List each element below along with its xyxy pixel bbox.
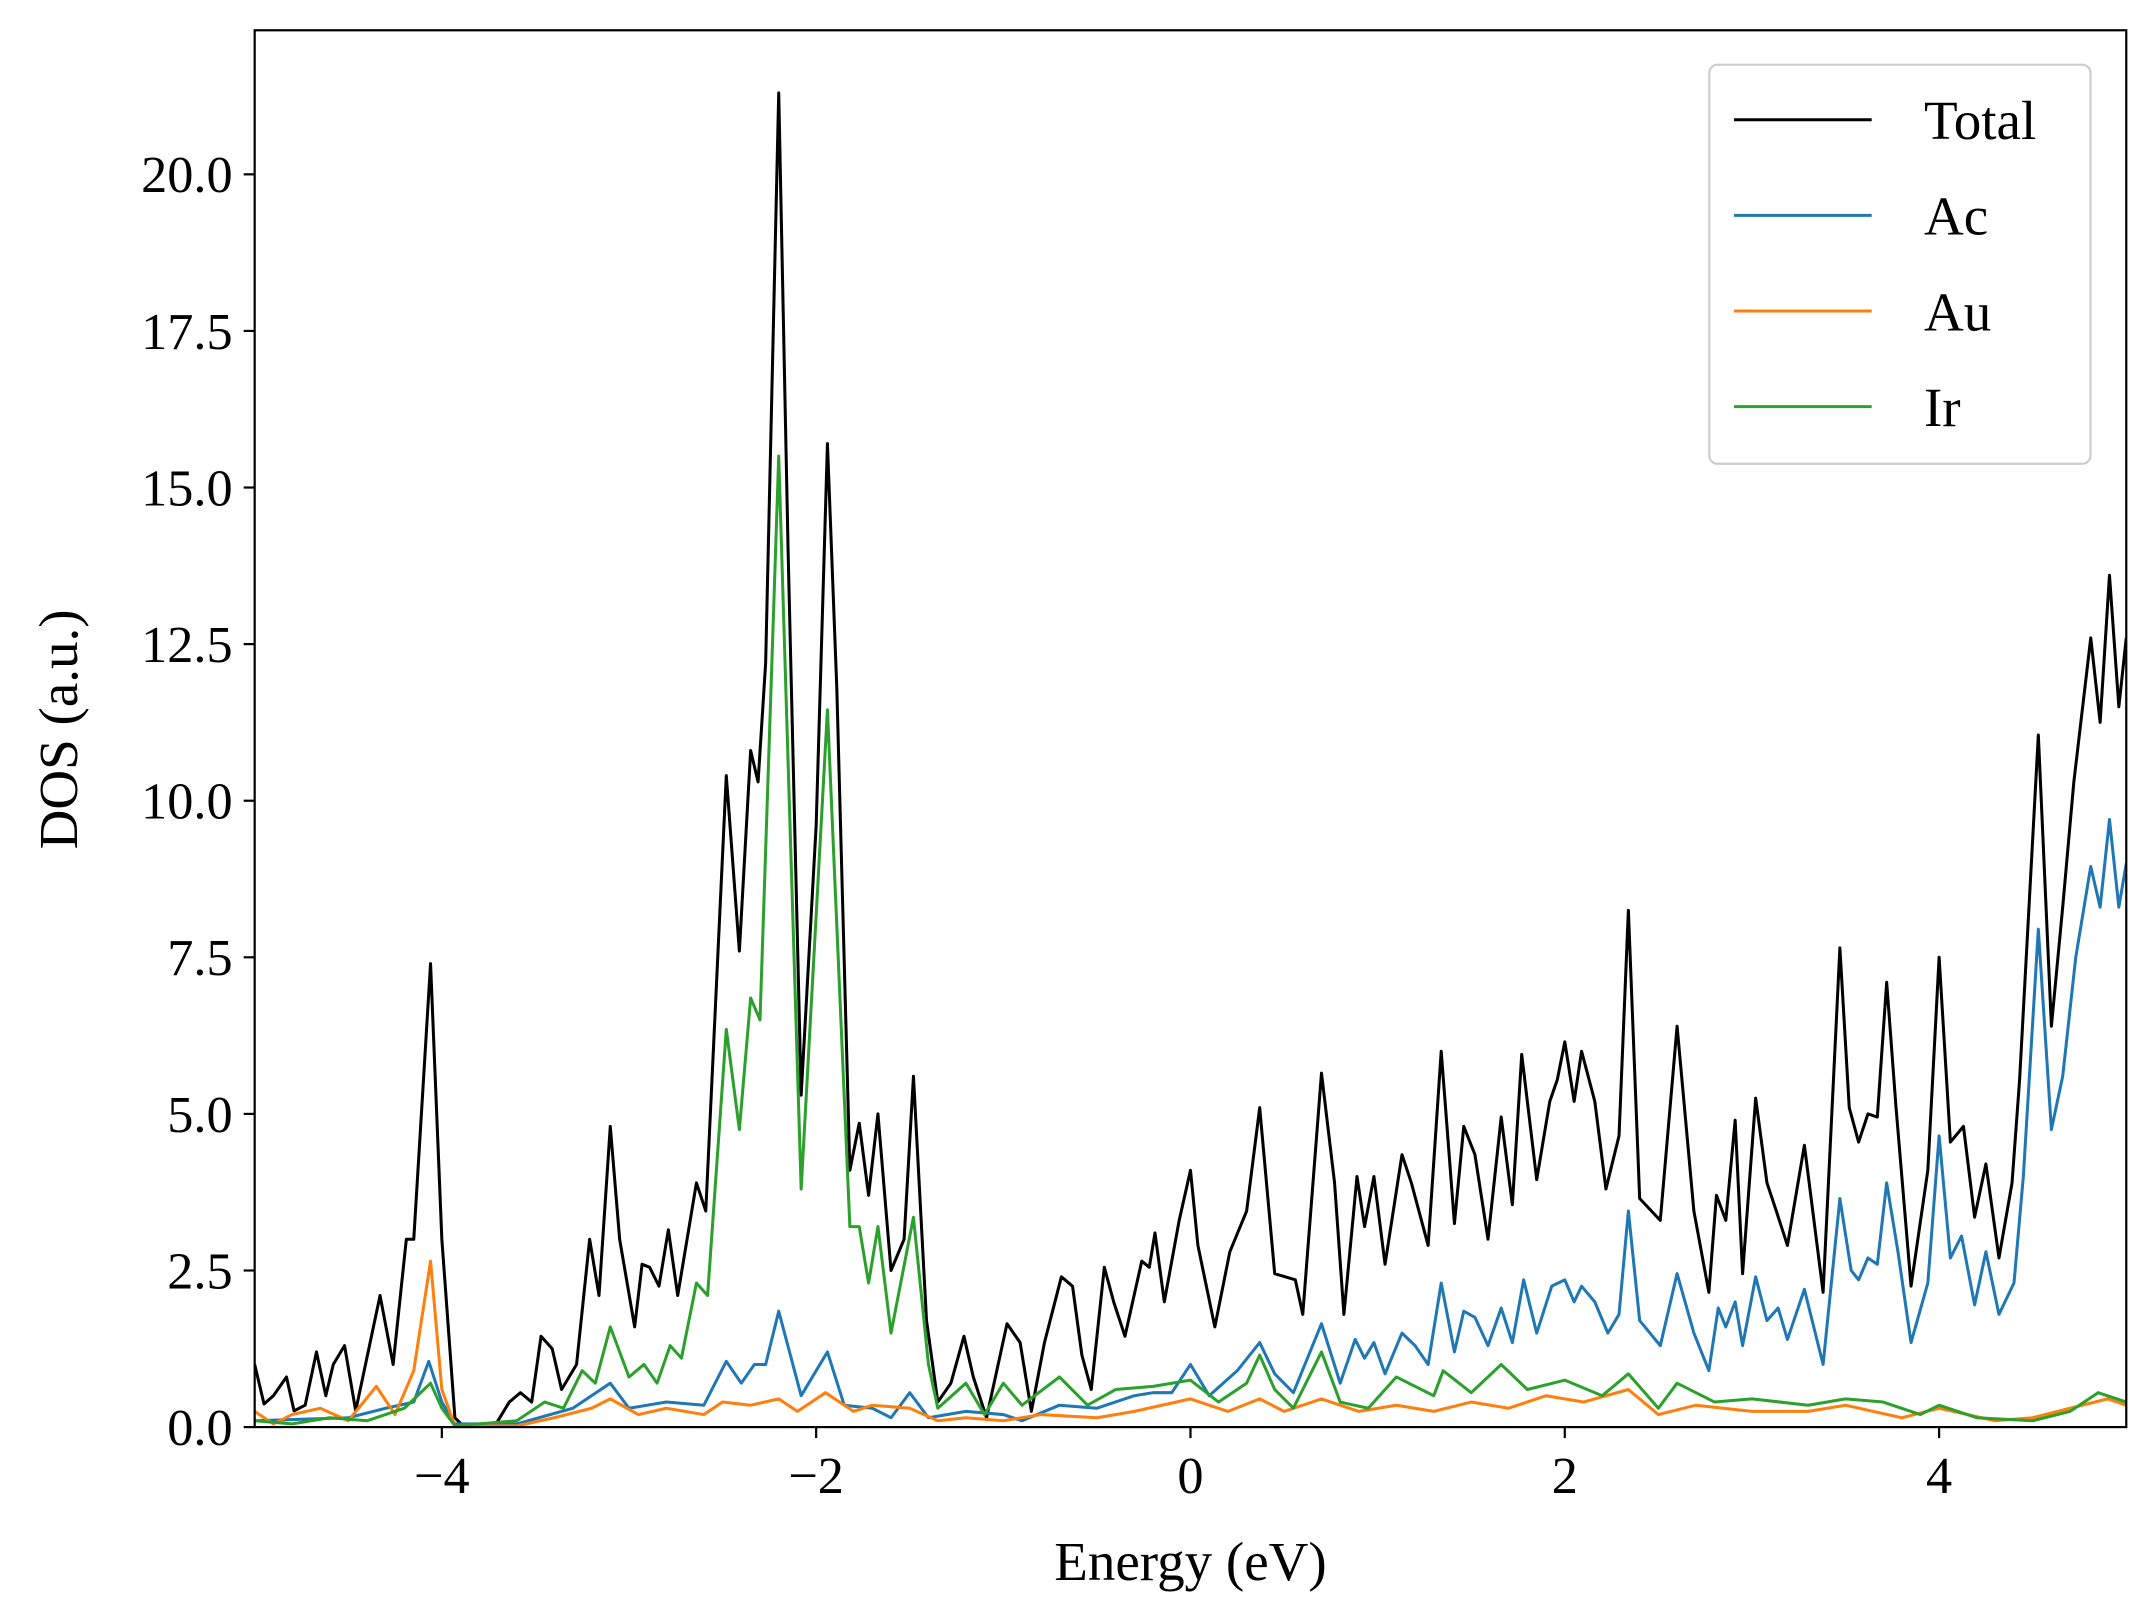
legend-label-ir: Ir (1924, 377, 1961, 438)
x-axis-label: Energy (eV) (1054, 1531, 1327, 1592)
x-axis: −4 −2 0 2 4 (414, 1427, 1952, 1505)
legend-label-ac: Ac (1924, 186, 1988, 247)
y-tick-label: 10.0 (141, 773, 233, 831)
y-axis-label: DOS (a.u.) (28, 609, 89, 849)
y-tick-label: 20.0 (141, 146, 233, 204)
y-tick-label: 2.5 (167, 1242, 232, 1300)
x-tick-label: −4 (414, 1447, 470, 1505)
series-line-ir (254, 454, 2127, 1428)
y-tick-label: 12.5 (141, 616, 233, 674)
x-tick-label: 2 (1552, 1447, 1578, 1505)
legend-label-au: Au (1924, 281, 1991, 342)
y-tick-label: 0.0 (167, 1399, 232, 1457)
x-tick-label: 0 (1177, 1447, 1203, 1505)
y-axis: 0.0 2.5 5.0 7.5 10.0 12.5 15.0 17.5 20.0 (141, 146, 255, 1457)
legend: Total Ac Au Ir (1708, 63, 2092, 465)
x-tick-label: 4 (1926, 1447, 1952, 1505)
y-tick-label: 5.0 (167, 1086, 232, 1144)
series-line-total (254, 91, 2127, 1428)
series-group (254, 91, 2127, 1428)
legend-label-total: Total (1924, 90, 2036, 151)
y-tick-label: 17.5 (141, 303, 233, 361)
y-tick-label: 7.5 (167, 929, 232, 987)
series-line-ac (254, 817, 2127, 1426)
series-line-au (254, 1259, 2127, 1428)
y-tick-label: 15.0 (141, 459, 233, 517)
x-tick-label: −2 (788, 1447, 844, 1505)
legend-box (1708, 63, 2092, 465)
